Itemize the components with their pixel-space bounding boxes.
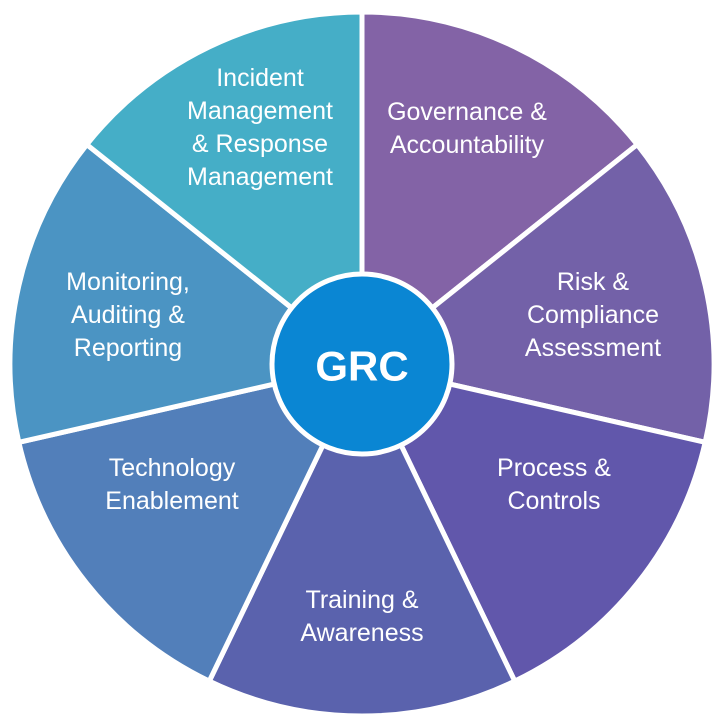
labels-layer: Governance & Accountability Risk & Complian… xyxy=(66,64,661,647)
segment-label-line: Management xyxy=(187,97,333,125)
segment-label-training: Training & Awareness xyxy=(300,586,423,647)
segment-label-line: Monitoring, xyxy=(66,268,190,296)
segment-label-line: Enablement xyxy=(105,487,238,515)
segment-label-line: Reporting xyxy=(74,334,182,362)
segment-label-technology: Technology Enablement xyxy=(105,454,238,515)
segment-label-monitoring: Monitoring, Auditing & Reporting xyxy=(66,268,190,362)
segment-label-line: Training & xyxy=(305,586,418,614)
segment-label-line: Governance & xyxy=(387,98,547,126)
segment-label-governance: Governance & Accountability xyxy=(387,98,547,159)
segment-label-line: Auditing & xyxy=(71,301,185,329)
center-label: GRC xyxy=(315,343,408,390)
segment-label-line: Compliance xyxy=(527,301,659,329)
segment-incident xyxy=(84,9,365,367)
segment-label-line: Assessment xyxy=(525,334,661,362)
segment-label-line: Incident xyxy=(216,64,304,92)
center-circle xyxy=(269,271,455,457)
segment-label-incident: Incident Management & Response Management xyxy=(187,64,333,191)
segment-technology xyxy=(16,361,365,684)
segment-label-line: Accountability xyxy=(390,131,545,159)
segment-label-risk: Risk & Compliance Assessment xyxy=(525,268,661,362)
segment-governance xyxy=(359,9,640,367)
segment-label-line: Process & xyxy=(497,454,611,482)
segment-label-line: Risk & xyxy=(557,268,630,296)
segment-process xyxy=(359,361,708,684)
segment-label-line: & Response xyxy=(192,130,328,158)
segment-training xyxy=(206,361,518,719)
segment-label-line: Controls xyxy=(507,487,600,515)
segment-label-line: Awareness xyxy=(300,619,423,647)
segment-label-line: Management xyxy=(187,163,333,191)
segment-label-process: Process & Controls xyxy=(497,454,611,515)
segment-label-line: Technology xyxy=(109,454,236,482)
